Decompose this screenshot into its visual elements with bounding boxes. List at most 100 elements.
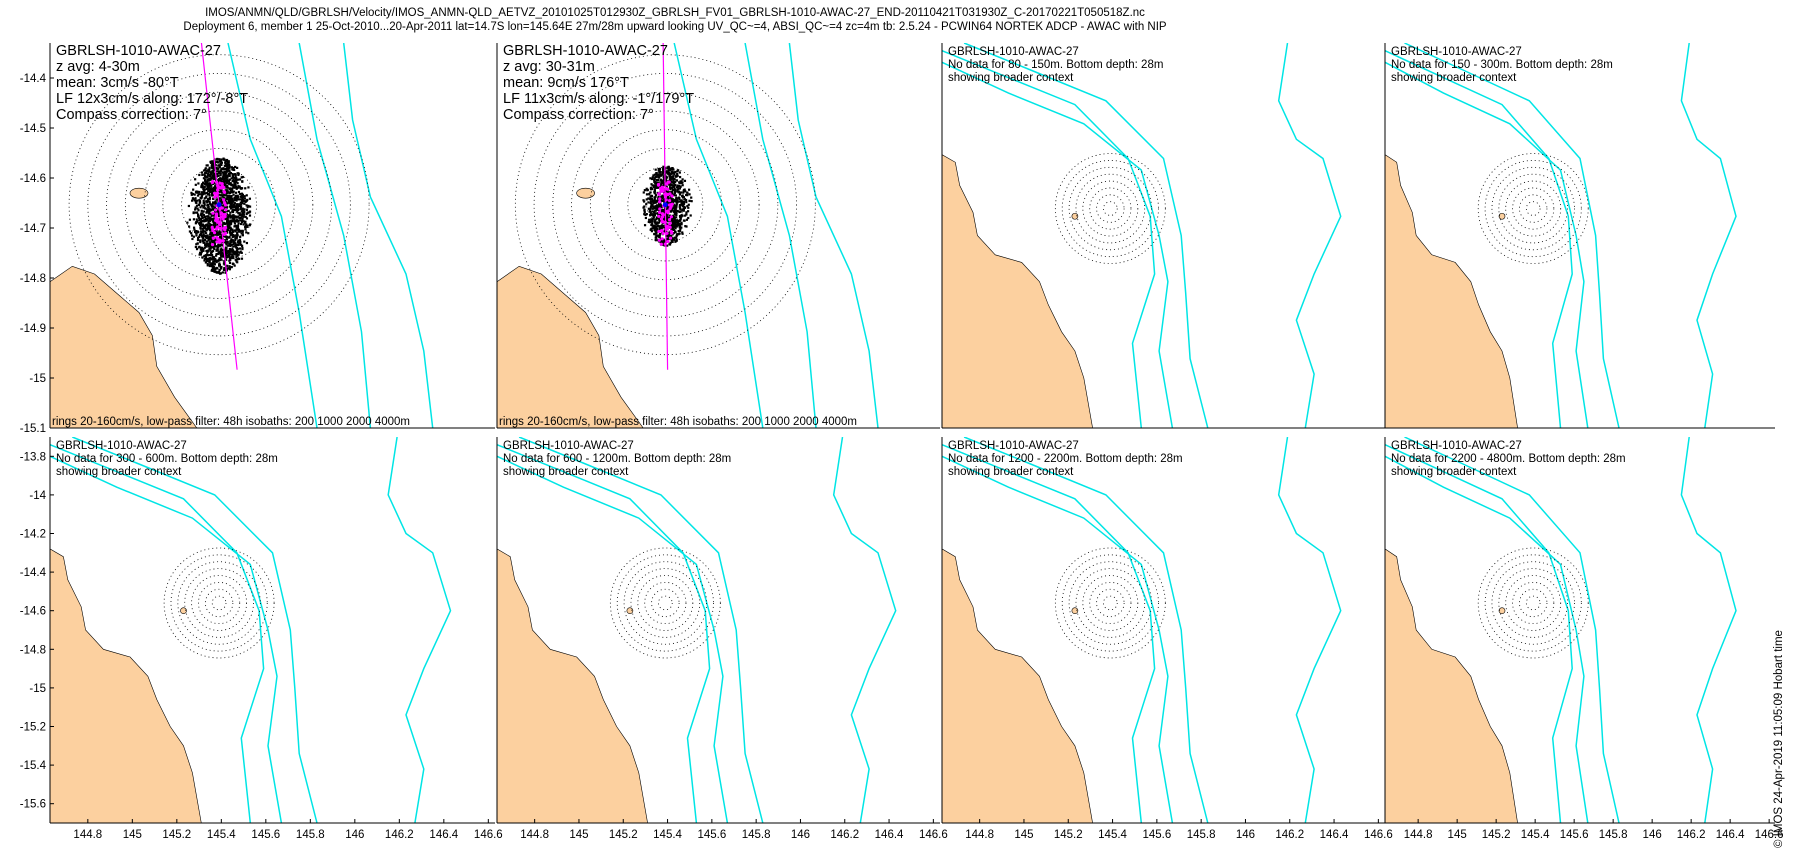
- y-tick-label: -14.8: [20, 273, 46, 285]
- speed-ring-7: [1484, 554, 1582, 652]
- x-tick-label: 145.2: [1054, 829, 1083, 841]
- isobath-3: [963, 437, 1209, 823]
- panel-footer: rings 20-160cm/s, low-pass filter: 48h i…: [499, 416, 857, 428]
- panel-annotation-line: No data for 1200 - 2200m. Bottom depth: …: [948, 453, 1183, 465]
- speed-ring-4: [143, 129, 295, 281]
- isobath-3: [72, 437, 318, 823]
- coastline-land: [50, 548, 202, 823]
- isobath-2: [298, 43, 372, 428]
- speed-ring-8: [1477, 547, 1589, 659]
- speed-ring-6: [623, 561, 707, 645]
- x-tick-label: 145.8: [742, 829, 771, 841]
- isobath-2: [942, 61, 1174, 428]
- speed-ring-5: [571, 110, 760, 299]
- isobath-1: [50, 444, 265, 823]
- panel-annotation-line: mean: 9cm/s 176°T: [503, 75, 629, 91]
- panel-title: GBRLSH-1010-AWAC-27: [503, 43, 668, 59]
- y-tick-label: -15.4: [20, 760, 47, 772]
- isobath-4: [1277, 43, 1342, 428]
- y-tick-label: -14.4: [20, 73, 47, 85]
- isobath-3: [1404, 437, 1620, 823]
- speed-ring-4: [589, 129, 741, 281]
- island: [1498, 212, 1506, 220]
- x-tick-label: 146: [1236, 829, 1255, 841]
- coastline-land: [497, 265, 644, 428]
- speed-ring-1: [211, 595, 227, 611]
- panel-annotation-line: z avg: 30-31m: [503, 59, 595, 75]
- y-tick-label: -15.2: [20, 722, 46, 734]
- panel-title: GBRLSH-1010-AWAC-27: [56, 43, 221, 59]
- x-tick-label: 144.8: [1404, 829, 1433, 841]
- panel-annotation-line: showing broader context: [56, 466, 182, 478]
- x-tick-label: 146.4: [875, 829, 904, 841]
- isobath-4: [387, 437, 452, 823]
- isobath-1: [1385, 50, 1573, 428]
- panel-annotation-line: z avg: 4-30m: [56, 59, 140, 75]
- figure-title-line1: IMOS/ANMN/QLD/GBRLSH/Velocity/IMOS_ANMN-…: [205, 7, 1145, 19]
- speed-ring-1: [658, 595, 673, 611]
- y-tick-label: -15.6: [20, 799, 46, 811]
- isobath-1: [497, 444, 711, 823]
- speed-ring-8: [1054, 153, 1166, 264]
- x-tick-label: 145.8: [1599, 829, 1628, 841]
- speed-ring-2: [1096, 194, 1125, 223]
- coastline-land: [942, 548, 1093, 823]
- isobath-2: [1385, 61, 1589, 428]
- speed-ring-7: [1484, 160, 1582, 258]
- speed-ring-4: [637, 575, 694, 631]
- island: [180, 607, 187, 615]
- x-tick-label: 145.4: [1098, 829, 1127, 841]
- x-tick-label: 146: [345, 829, 364, 841]
- x-tick-label: 145.6: [697, 829, 726, 841]
- speed-ring-7: [1061, 160, 1159, 258]
- panel-title: GBRLSH-1010-AWAC-27: [503, 440, 634, 452]
- speed-ring-8: [609, 547, 721, 659]
- y-tick-label: -14.7: [20, 223, 46, 235]
- panel-title: GBRLSH-1010-AWAC-27: [948, 46, 1079, 58]
- panel-annotation-line: showing broader context: [948, 466, 1074, 478]
- speed-ring-5: [1498, 173, 1568, 244]
- x-tick-label: 145.8: [1187, 829, 1216, 841]
- x-tick-label: 146.2: [385, 829, 414, 841]
- panel-annotation-line: showing broader context: [503, 466, 629, 478]
- y-tick-label: -15: [29, 683, 46, 695]
- isobath-3: [963, 43, 1209, 428]
- panel-annotation-line: LF 12x3cm/s along: 172°/-8°T: [56, 91, 248, 107]
- isobath-1: [942, 50, 1156, 428]
- isobath-2: [497, 455, 729, 823]
- island: [626, 607, 634, 615]
- speed-ring-6: [106, 91, 333, 318]
- isobath-1: [1385, 444, 1573, 823]
- speed-ring-3: [644, 581, 687, 625]
- isobath-3: [518, 437, 764, 823]
- mean-vector-marker: [662, 202, 668, 208]
- speed-ring-3: [198, 581, 241, 625]
- velocity-scatter: [186, 157, 252, 275]
- island: [1071, 607, 1079, 615]
- island: [576, 187, 595, 199]
- isobath-4: [1277, 437, 1342, 823]
- speed-ring-7: [616, 554, 714, 652]
- panel-annotation-line: No data for 150 - 300m. Bottom depth: 28…: [1391, 59, 1613, 71]
- panel-annotation-line: mean: 3cm/s -80°T: [56, 75, 179, 91]
- speed-ring-6: [552, 91, 779, 318]
- panel-title: GBRLSH-1010-AWAC-27: [56, 440, 187, 452]
- speed-ring-5: [1075, 568, 1146, 638]
- speed-ring-5: [1075, 173, 1146, 244]
- x-tick-label: 145.6: [1142, 829, 1171, 841]
- panel-annotation-line: No data for 300 - 600m. Bottom depth: 28…: [56, 453, 278, 465]
- x-tick-label: 144.8: [965, 829, 994, 841]
- timestamp-watermark: © IMOS 24-Apr-2019 11:05:09 Hobart time: [1773, 630, 1785, 848]
- x-tick-label: 146: [791, 829, 810, 841]
- x-tick-label: 146.6: [919, 829, 948, 841]
- panel-title: GBRLSH-1010-AWAC-27: [1391, 440, 1522, 452]
- x-tick-label: 146.4: [1320, 829, 1349, 841]
- isobath-2: [942, 455, 1174, 823]
- x-tick-label: 146.6: [474, 829, 503, 841]
- panel-annotation-line: showing broader context: [1391, 72, 1517, 84]
- x-tick-label: 145.6: [251, 829, 280, 841]
- x-tick-label: 145: [1448, 829, 1467, 841]
